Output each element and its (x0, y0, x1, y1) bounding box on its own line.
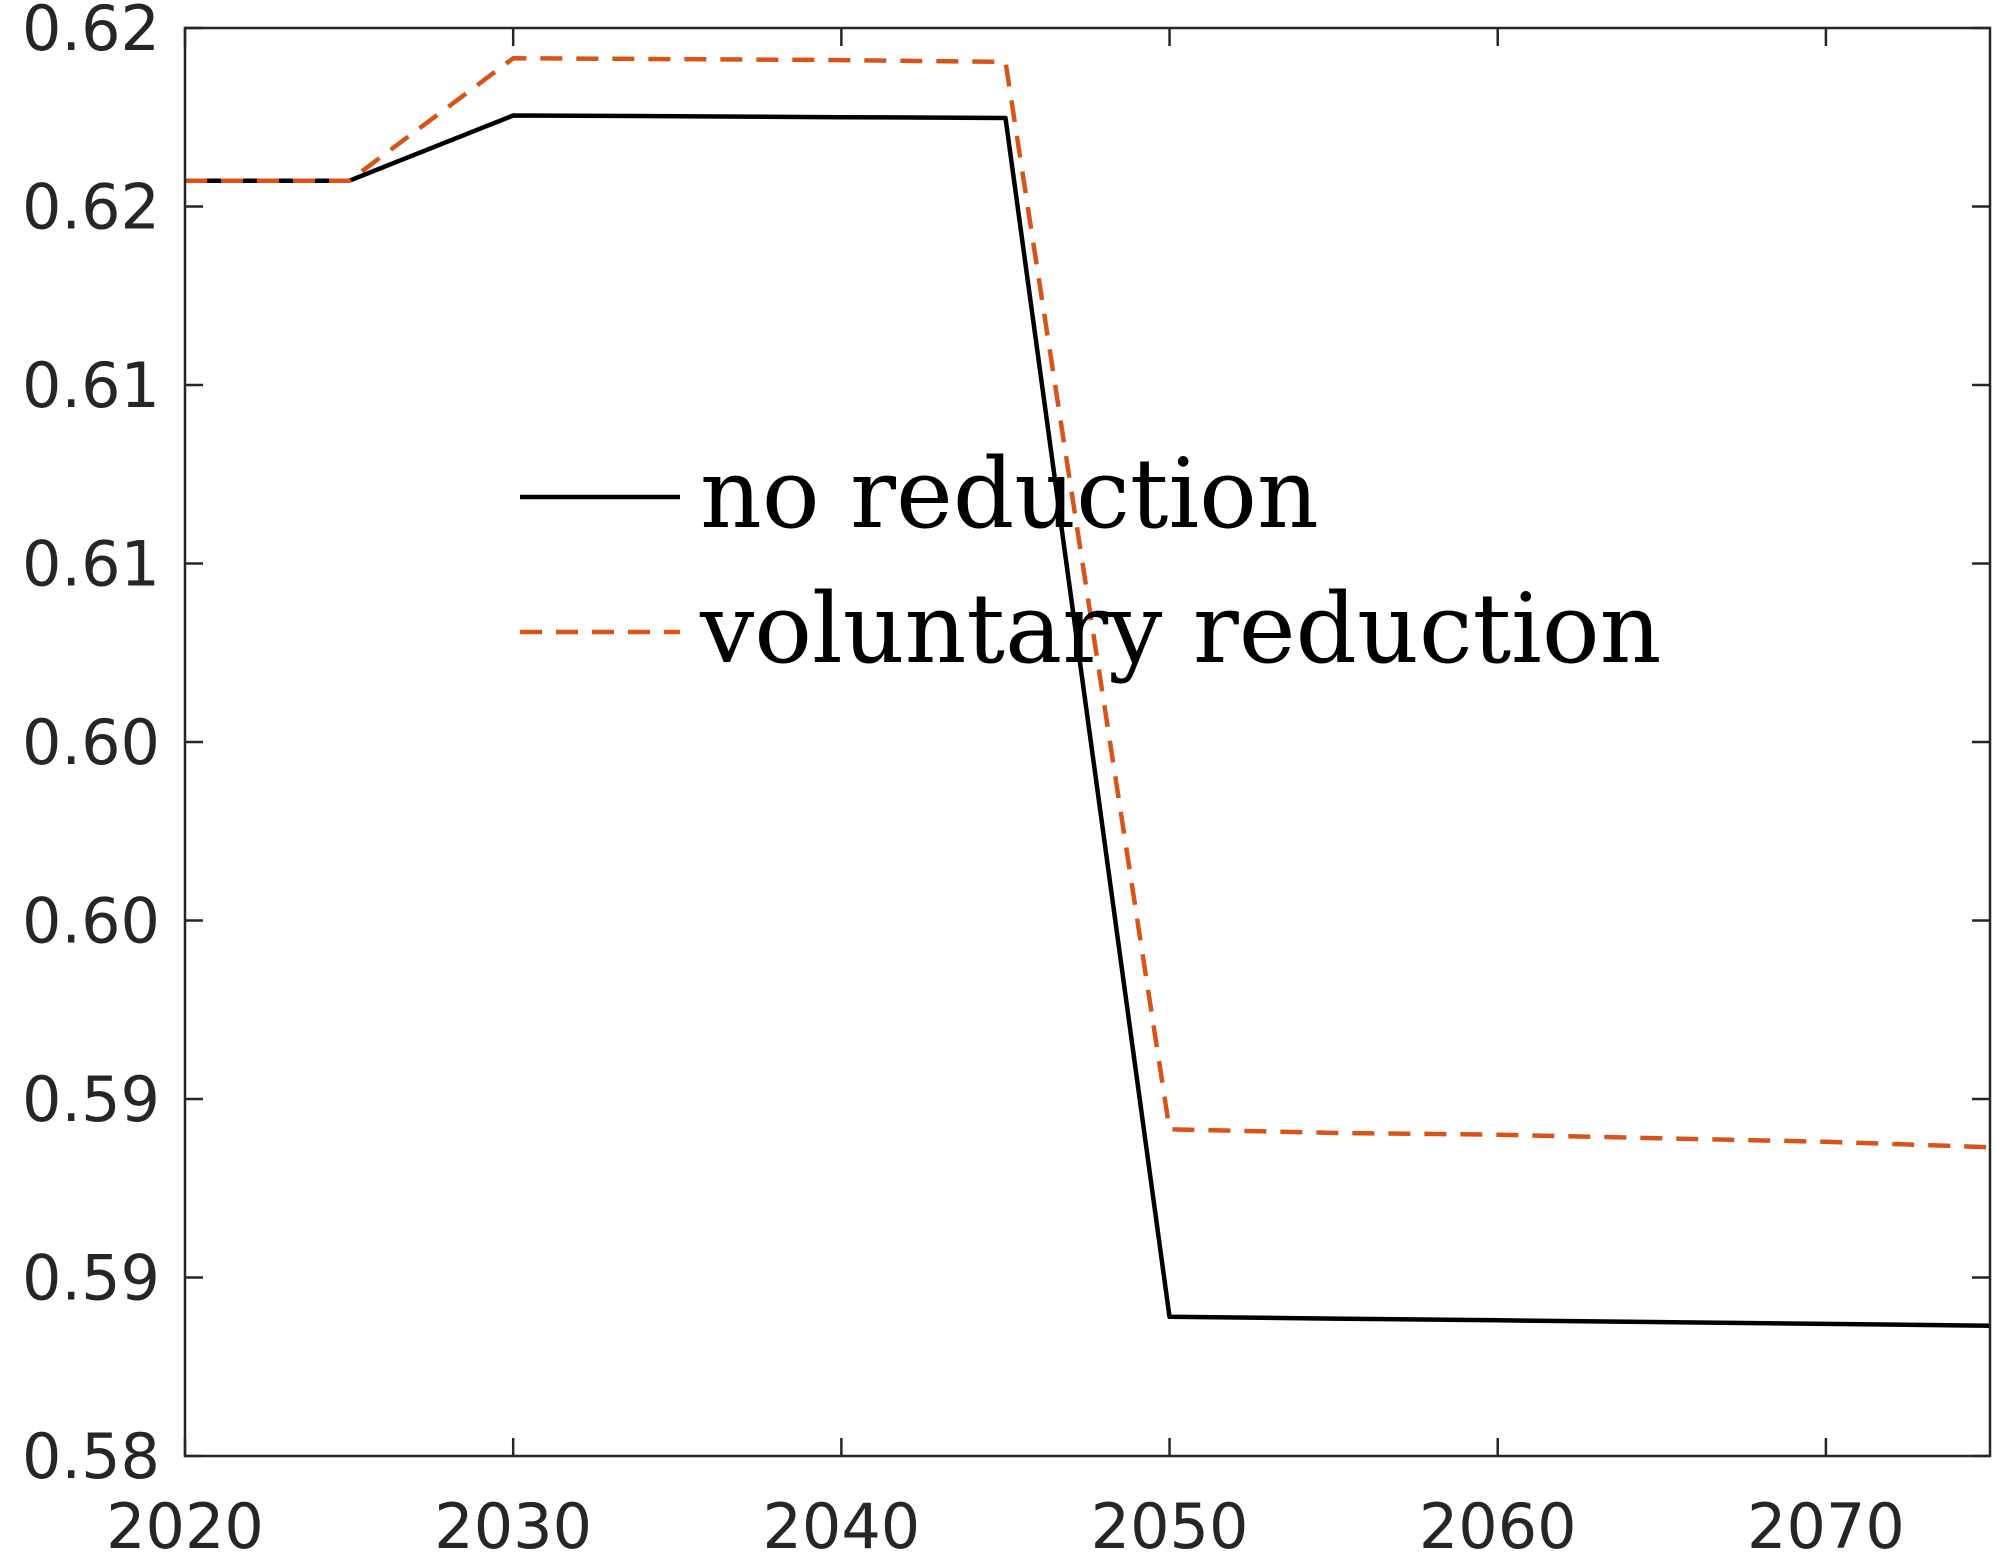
y-tick-label: 0.62 (22, 171, 160, 244)
plot-frame (183, 26, 1992, 1458)
series-line-no-reduction (185, 113, 1991, 1328)
legend-label: voluntary reduction (699, 573, 1662, 685)
x-tick-label: 2060 (1419, 1490, 1577, 1554)
plot-background (185, 28, 1990, 1456)
y-tick-label: 0.60 (22, 706, 160, 779)
y-tick-label: 0.58 (22, 1420, 160, 1493)
y-tick-label: 0.62 (22, 0, 160, 65)
series-lines (185, 56, 1991, 1328)
x-tick-label: 2030 (434, 1490, 592, 1554)
x-tick-label: 2050 (1091, 1490, 1249, 1554)
y-tick-label: 0.61 (22, 528, 160, 601)
y-tick-label: 0.61 (22, 349, 160, 422)
legend-label: no reduction (700, 438, 1319, 550)
y-axis-tick-labels: 0.58 0.59 0.59 0.60 0.60 0.61 0.61 0.62 0.62 (22, 0, 160, 1493)
x-tick-label: 2040 (762, 1490, 920, 1554)
x-axis-tick-labels: 2020 2030 2040 2050 2060 2070 (106, 1490, 1905, 1554)
x-tick-label: 2070 (1747, 1490, 1905, 1554)
legend: no reduction voluntary reduction (520, 438, 1662, 685)
x-tick-label: 2020 (106, 1490, 264, 1554)
series-line-voluntary-reduction (185, 56, 1991, 1150)
y-tick-label: 0.59 (22, 1063, 160, 1136)
y-tick-label: 0.59 (22, 1242, 160, 1315)
y-tick-label: 0.60 (22, 885, 160, 958)
